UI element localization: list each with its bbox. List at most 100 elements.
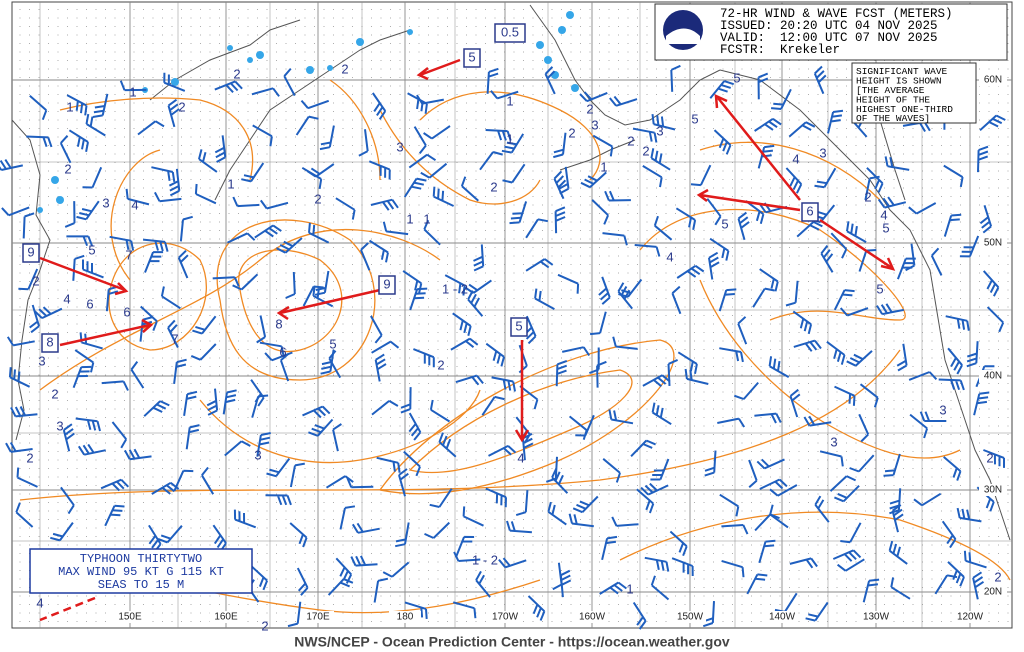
wind-barb xyxy=(350,555,378,567)
wind-barb xyxy=(308,418,334,437)
wind-barb xyxy=(547,501,567,526)
wind-barb xyxy=(506,520,532,534)
wind-barb xyxy=(733,381,759,401)
wind-barb xyxy=(706,198,722,226)
wind-barb xyxy=(151,166,176,183)
wind-barb xyxy=(889,488,902,515)
lon-label-bg xyxy=(389,611,421,623)
wind-barb xyxy=(76,200,100,221)
contour-label: 3 xyxy=(830,434,837,449)
wind-barb xyxy=(413,348,435,368)
wind-barb xyxy=(212,276,240,287)
wind-barb xyxy=(312,285,334,308)
contour-label: 3 xyxy=(38,353,45,368)
wind-barb xyxy=(408,153,437,169)
wind-barb xyxy=(829,475,857,492)
wind-barb xyxy=(403,177,427,198)
height-box xyxy=(801,202,819,222)
wind-barb xyxy=(805,601,829,622)
wind-barb xyxy=(551,467,569,494)
height-box-label: 9 xyxy=(383,276,390,291)
height-box-label: 0.5 xyxy=(501,24,519,39)
wind-barb xyxy=(85,113,106,137)
contour-label: 2 xyxy=(314,191,321,206)
wind-barb xyxy=(50,522,74,542)
wind-barb xyxy=(913,492,942,507)
note-line: HIGHEST ONE-THIRD xyxy=(856,104,953,115)
wind-barb xyxy=(264,351,293,362)
wind-barb xyxy=(602,232,628,246)
wind-barb xyxy=(941,520,957,549)
wind-barb xyxy=(251,394,269,418)
contour-label: 6 xyxy=(123,304,130,319)
wind-barb xyxy=(266,458,291,478)
wind-barb xyxy=(328,350,342,379)
header-line: FCSTR: Krekeler xyxy=(720,43,840,57)
contour-label: 4 xyxy=(517,450,524,465)
lon-label-bg xyxy=(576,611,608,623)
wind-barb xyxy=(34,306,63,320)
wind-barb xyxy=(972,571,985,600)
wind-barb xyxy=(553,170,567,200)
wind-barb xyxy=(522,433,534,461)
wind-barb xyxy=(452,312,472,336)
lon-label: 150E xyxy=(118,612,142,623)
contour-label: 5 xyxy=(733,70,740,85)
wind-barb xyxy=(671,285,682,315)
wind-barb xyxy=(486,67,499,94)
wind-barb xyxy=(757,144,775,169)
wind-barb xyxy=(721,559,745,578)
wind-barb xyxy=(602,458,621,483)
wind-barb xyxy=(403,450,421,477)
wind-barb xyxy=(251,87,280,97)
wind-barb xyxy=(544,66,556,95)
wind-barb xyxy=(596,360,607,388)
wind-barb xyxy=(92,93,109,118)
contour-label: 6 xyxy=(86,296,93,311)
height-box-label: 5 xyxy=(468,49,475,64)
wind-barb xyxy=(866,167,884,193)
wind-barb xyxy=(756,458,785,470)
typhoon-box: TYPHOON THIRTYTWO MAX WIND 95 KT G 115 K… xyxy=(29,548,253,594)
wind-barb xyxy=(713,129,732,155)
lon-label-bg xyxy=(114,611,146,623)
wind-barb xyxy=(68,129,89,152)
wind-barb xyxy=(142,238,169,252)
typhoon-line: TYPHOON THIRTYTWO xyxy=(80,552,202,566)
wind-barb xyxy=(630,439,656,457)
wind-barb xyxy=(232,273,259,291)
wind-barb xyxy=(306,163,335,178)
wind-barb xyxy=(651,402,672,426)
lat-label-bg xyxy=(979,74,1007,86)
wind-barb xyxy=(214,80,243,93)
wind-barb xyxy=(320,349,335,375)
height-box-label: 8 xyxy=(46,334,53,349)
wind-barb xyxy=(485,487,507,508)
wind-barb xyxy=(676,264,705,279)
wind-barb xyxy=(788,121,816,138)
wind-barb xyxy=(395,522,410,548)
wind-barb xyxy=(167,98,180,128)
lon-label-bg xyxy=(302,611,334,623)
note-line: SIGNIFICANT WAVE xyxy=(856,66,948,77)
height-box xyxy=(510,317,528,337)
wind-barb xyxy=(276,237,303,254)
wind-barb xyxy=(214,135,227,163)
typhoon-line: MAX WIND 95 KT G 115 KT xyxy=(58,565,224,579)
wind-barb xyxy=(591,199,610,225)
wind-barb xyxy=(346,477,374,489)
wind-barb xyxy=(559,569,572,598)
contour-label: 3 xyxy=(102,195,109,210)
lat-label: 20N xyxy=(984,587,1002,598)
wind-barb xyxy=(896,257,916,280)
wind-barb xyxy=(846,350,873,367)
lat-label: 30N xyxy=(984,485,1002,496)
wind-barb xyxy=(8,367,31,388)
wind-barb xyxy=(256,315,267,344)
wind-barb xyxy=(450,337,479,351)
contour-label: 1 xyxy=(129,84,136,99)
wind-barb xyxy=(690,164,712,187)
wind-barb xyxy=(650,575,670,601)
wind-barb xyxy=(568,513,594,528)
